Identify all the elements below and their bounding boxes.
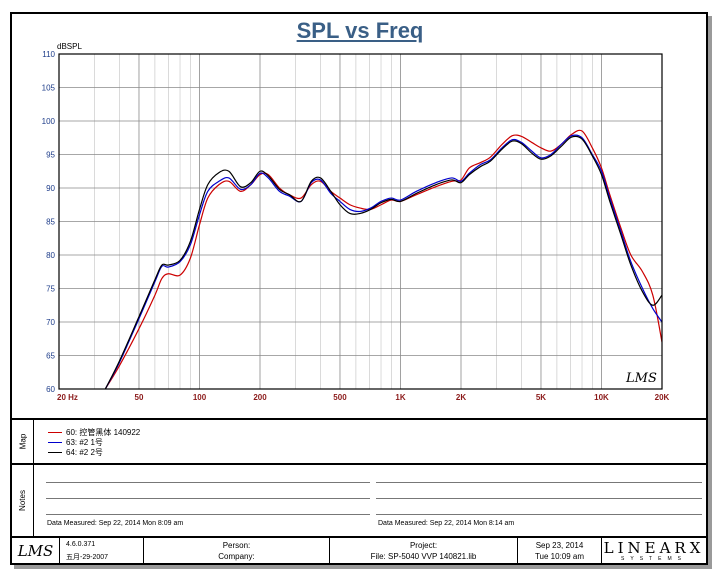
legend-label: 64: #2 2号 [66,448,103,457]
footer-version-cell: 4.6.0.371 五月-29-2007 [60,538,144,563]
legend-label: 60: 控管黑体 140922 [66,428,141,437]
x-tick-label: 5K [536,393,546,402]
legend-swatch [48,442,62,443]
chart-title: SPL vs Freq [296,18,424,43]
notes-side-label: Notes [12,465,34,536]
x-tick-label: 20 Hz [57,393,78,402]
note-line [376,482,702,483]
legend-label: 63: #2 1号 [66,438,103,447]
note-line [46,482,370,483]
y-tick-label: 75 [46,285,55,294]
y-tick-label: 70 [46,318,55,327]
legend-entry: 63: #2 1号 [48,437,103,448]
lms-annotation: LMS [625,371,657,386]
series-line-1 [104,129,662,389]
x-tick-label: 10K [594,393,609,402]
note-line [46,514,370,515]
linearx-systems: SYSTEMS [621,556,687,562]
y-tick-label: 80 [46,251,55,260]
note-line [376,498,702,499]
report-date: Sep 23, 2014 [535,541,584,550]
x-tick-label: 1K [395,393,405,402]
data-measured-right: Data Measured: Sep 22, 2014 Mon 8:14 am [378,520,515,527]
version-date: 五月-29-2007 [66,554,109,561]
footer-person-cell: Person: Company: [144,538,330,563]
y-tick-label: 60 [46,385,55,394]
x-tick-label: 100 [193,393,207,402]
y-tick-label: 85 [46,218,55,227]
person-label: Person: [222,541,251,550]
legend-entry: 64: #2 2号 [48,447,103,458]
footer-bar: LMS 4.6.0.371 五月-29-2007 Person: Company… [12,536,706,563]
report-time: Tue 10:09 am [534,552,585,561]
series-line-3 [104,135,662,389]
note-line [46,498,370,499]
y-axis-label: dBSPL [57,42,82,51]
legend-swatch [48,452,62,453]
series-line-2 [104,134,662,389]
legend-entry: 60: 控管黑体 140922 [48,427,140,438]
plot-border [58,53,663,390]
footer-date-cell: Sep 23, 2014 Tue 10:09 am [518,538,602,563]
file-label: File: SP-5040 VVP 140821.lib [370,552,477,561]
linearx-logo: LINEARX [603,539,705,557]
x-tick-label: 500 [333,393,347,402]
y-tick-label: 110 [42,50,55,59]
legend-panel: Map 60: 控管黑体 140922 63: #2 1号 64: #2 2号 [12,418,706,463]
plot-curves [104,129,662,389]
y-tick-label: 105 [42,84,56,93]
y-tick-label: 90 [46,184,55,193]
notes-panel: Notes Data Measured: Sep 22, 2014 Mon 8:… [12,463,706,536]
x-tick-label: 2K [456,393,466,402]
y-tick-label: 95 [46,151,55,160]
company-label: Company: [218,552,255,561]
plot-labels: 60 65 70 75 80 85 90 95 100 105 110 20 Hz 50 100 200 50… [42,50,670,402]
legend-side-label: Map [12,420,34,463]
x-tick-label: 20K [655,393,670,402]
legend-swatch [48,432,62,433]
footer-logo-cell: LMS [12,538,60,563]
plot-grid [59,54,662,389]
project-label: Project: [409,541,438,550]
lms-logo: LMS [17,542,54,560]
y-tick-label: 65 [46,352,55,361]
x-tick-label: 50 [135,393,144,402]
footer-brand-cell: LINEARX SYSTEMS [602,538,706,563]
version: 4.6.0.371 [66,541,96,548]
x-tick-label: 200 [253,393,267,402]
footer-project-cell: Project: File: SP-5040 VVP 140821.lib [330,538,518,563]
note-line [376,514,702,515]
data-measured-left: Data Measured: Sep 22, 2014 Mon 8:09 am [47,520,184,527]
y-tick-label: 100 [42,117,56,126]
